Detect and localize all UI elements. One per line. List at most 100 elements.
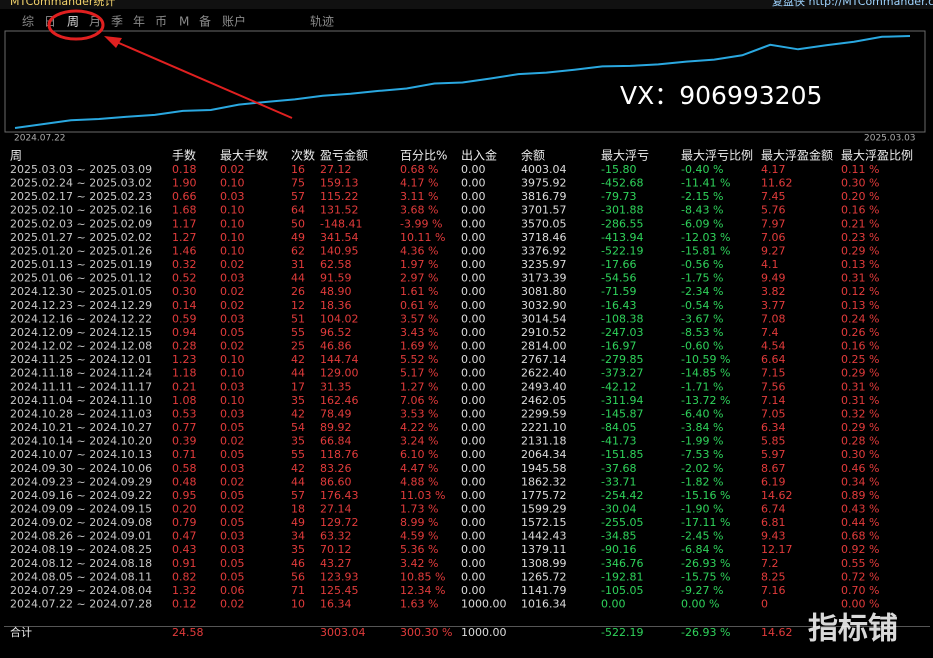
cell: 1.61 % xyxy=(400,285,438,298)
cell: 0.00 xyxy=(461,326,486,339)
cell: -30.04 xyxy=(601,503,636,516)
cell: 86.60 xyxy=(320,475,352,488)
week-cell: 2024.12.09 ~ 2024.12.15 xyxy=(10,326,152,339)
cell: 0.70 % xyxy=(841,584,879,597)
cell: 0.03 xyxy=(220,380,245,393)
cell: 18.36 xyxy=(320,299,352,312)
cell: 0.00 xyxy=(461,503,486,516)
window-title: MTCommander统计 xyxy=(10,0,115,8)
cell: 0.00 xyxy=(461,299,486,312)
watermark: 指标铺 xyxy=(808,612,898,647)
cell: -192.81 xyxy=(601,570,643,583)
tab[interactable]: 周 xyxy=(67,15,79,29)
tab[interactable]: M xyxy=(179,15,189,29)
cell: 7.16 xyxy=(761,584,786,597)
cell: 0.02 xyxy=(220,285,245,298)
cell: 2064.34 xyxy=(521,448,567,461)
column-header: 最大浮盈金额 xyxy=(761,148,833,163)
cell: -6.40 % xyxy=(681,407,723,420)
cell: -90.16 xyxy=(601,543,636,556)
cell: 11.62 xyxy=(761,177,793,190)
overlay-text: VX：906993205 xyxy=(620,81,822,110)
week-cell: 2024.12.16 ~ 2024.12.22 xyxy=(10,312,152,325)
tab[interactable]: 轨迹 xyxy=(310,15,334,29)
cell: 11.03 % xyxy=(400,489,445,502)
cell: -79.73 xyxy=(601,190,636,203)
cell: 341.54 xyxy=(320,231,359,244)
cell: 0.05 xyxy=(220,448,245,461)
cell: 2.97 % xyxy=(400,272,438,285)
week-cell: 2024.09.23 ~ 2024.09.29 xyxy=(10,475,152,488)
cell: 35 xyxy=(291,435,305,448)
week-cell: 2024.11.25 ~ 2024.12.01 xyxy=(10,353,152,366)
cell: 0.00 xyxy=(461,557,486,570)
cell: 27.14 xyxy=(320,503,352,516)
cell: 0.10 xyxy=(220,204,245,217)
cell: 7.56 xyxy=(761,380,786,393)
cell: 44 xyxy=(291,272,305,285)
cell: 1.90 xyxy=(172,177,197,190)
cell: 0.91 xyxy=(172,557,197,570)
cell: 17 xyxy=(291,380,305,393)
cell: 0.46 % xyxy=(841,462,879,475)
cell: 159.13 xyxy=(320,177,359,190)
cell: -8.43 % xyxy=(681,204,723,217)
cell: -11.41 % xyxy=(681,177,730,190)
week-cell: 2024.07.29 ~ 2024.08.04 xyxy=(10,584,152,597)
cell: 16 xyxy=(291,163,305,176)
cell: -13.72 % xyxy=(681,394,730,407)
cell: 0.02 xyxy=(220,258,245,271)
cell: 0.30 xyxy=(172,285,197,298)
total-cell: 1000.00 xyxy=(461,626,507,639)
tab[interactable]: 综 xyxy=(22,15,34,29)
arrow-head xyxy=(104,36,122,48)
cell: -286.55 xyxy=(601,217,643,230)
cell: 0.00 xyxy=(461,570,486,583)
cell: 0.00 xyxy=(461,285,486,298)
cell: 12.17 xyxy=(761,543,793,556)
cell: 5.76 xyxy=(761,204,786,217)
cell: -3.99 % xyxy=(400,217,442,230)
cell: 3.68 % xyxy=(400,204,438,217)
cell: 1.68 xyxy=(172,204,197,217)
cell: 1.63 % xyxy=(400,598,438,611)
cell: 0.00 xyxy=(461,530,486,543)
cell: 2131.18 xyxy=(521,435,567,448)
column-header: 最大浮亏 xyxy=(601,149,649,163)
cell: 0.77 xyxy=(172,421,197,434)
cell: 5.36 % xyxy=(400,543,438,556)
tab[interactable]: 季 xyxy=(111,15,123,29)
total-cell: 24.58 xyxy=(172,626,204,639)
cell: -14.85 % xyxy=(681,367,730,380)
cell: 56 xyxy=(291,570,305,583)
chart-start: 2024.07.22 xyxy=(14,134,66,144)
cell: 16.34 xyxy=(320,598,352,611)
week-cell: 2024.08.19 ~ 2024.08.25 xyxy=(10,543,152,556)
cell: 66.84 xyxy=(320,435,352,448)
week-cell: 2024.08.05 ~ 2024.08.11 xyxy=(10,570,152,583)
total-cell: 合计 xyxy=(10,625,32,639)
cell: 1141.79 xyxy=(521,584,567,597)
total-cell: 3003.04 xyxy=(320,626,366,639)
cell: 3.77 xyxy=(761,299,786,312)
cell: -522.19 xyxy=(601,245,643,258)
tab[interactable]: 账户 xyxy=(222,14,246,29)
week-cell: 2024.10.07 ~ 2024.10.13 xyxy=(10,448,152,461)
cell: -7.53 % xyxy=(681,448,723,461)
cell: -42.12 xyxy=(601,380,636,393)
cell: 0.10 xyxy=(220,367,245,380)
cell: 0.23 % xyxy=(841,231,879,244)
cell: -15.80 xyxy=(601,163,636,176)
cell: 3032.90 xyxy=(521,299,567,312)
cell: 0.47 xyxy=(172,530,197,543)
cell: 70.12 xyxy=(320,543,352,556)
cell: 57 xyxy=(291,489,305,502)
column-header: 盈亏金额 xyxy=(320,148,368,163)
cell: 0.25 % xyxy=(841,353,879,366)
tab[interactable]: 备 xyxy=(199,15,211,29)
tab[interactable]: 年 xyxy=(133,15,145,29)
cell: -41.73 xyxy=(601,435,636,448)
cell: 4.47 % xyxy=(400,462,438,475)
cell: 0.00 xyxy=(461,407,486,420)
tab[interactable]: 币 xyxy=(155,15,167,29)
